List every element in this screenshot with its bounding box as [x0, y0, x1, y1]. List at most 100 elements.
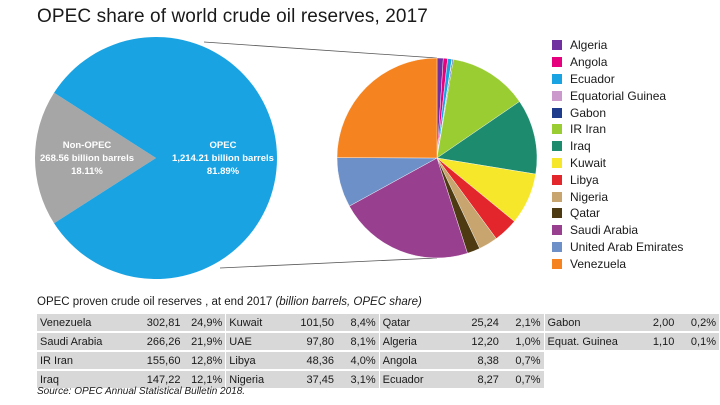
legend-swatch — [552, 57, 562, 68]
table-cell-country: Iraq — [37, 370, 131, 390]
table-cell-share: 24,9% — [183, 314, 227, 333]
legend-item-angola: Angola — [552, 54, 683, 71]
connector-top — [203, 41, 438, 59]
table-cell-country: Ecuador — [379, 370, 449, 390]
table-cell-country: Angola — [379, 351, 449, 371]
table-cell-country — [544, 351, 625, 371]
table-cell-share: 1,0% — [501, 332, 545, 352]
table-cell-reserves: 12,20 — [448, 332, 502, 352]
legend-label: Saudi Arabia — [570, 223, 639, 238]
pie-charts: Non-OPEC 268.56 billion barrels 18.11% OPEC… — [35, 36, 538, 280]
table-cell-share: 3,1% — [337, 370, 380, 390]
table-cell-reserves — [624, 351, 678, 371]
legend-swatch — [552, 90, 562, 101]
slice-opec — [54, 36, 278, 280]
table-cell-share: 21,9% — [183, 332, 227, 352]
legend-swatch — [552, 191, 562, 202]
table-cell-reserves: 1,10 — [624, 332, 678, 352]
legend-item-algeria: Algeria — [552, 37, 683, 54]
legend-item-equatorial-guinea: Equatorial Guinea — [552, 87, 683, 104]
table-cell-reserves: 2,00 — [624, 314, 678, 333]
legend-item-united-arab-emirates: United Arab Emirates — [552, 239, 683, 256]
table-cell-country: Libya — [225, 351, 284, 371]
table-cell-reserves: 155,60 — [130, 351, 184, 371]
opec-value: 1,214.21 billion barrels — [172, 153, 274, 164]
legend-swatch — [552, 40, 562, 51]
connector-bottom — [219, 257, 438, 269]
slice-non-opec — [35, 92, 156, 224]
table-cell-country: IR Iran — [37, 351, 131, 371]
legend-swatch — [552, 107, 562, 118]
legend-label: Ecuador — [570, 71, 615, 86]
table-cell-share: 0,7% — [501, 370, 545, 390]
table-cell-reserves: 97,80 — [283, 332, 338, 352]
table-cell-reserves: 101,50 — [283, 314, 338, 333]
slice-iraq — [436, 101, 538, 175]
table-cell-share: 2,1% — [501, 314, 545, 333]
legend-swatch — [552, 241, 562, 252]
table-caption-main: OPEC proven crude oil reserves , at end … — [37, 296, 273, 308]
table-cell-reserves: 147,22 — [130, 370, 184, 390]
legend-item-nigeria: Nigeria — [552, 188, 683, 205]
legend-swatch — [552, 157, 562, 168]
legend-item-ir-iran: IR Iran — [552, 121, 683, 138]
reserves-table: Venezuela 302,81 24,9% Kuwait 101,50 8,4% Qata… — [37, 314, 720, 390]
table-cell-country: Algeria — [379, 332, 449, 352]
table-cell-reserves: 37,45 — [283, 370, 338, 390]
table-cell-country: Kuwait — [225, 314, 284, 333]
non-opec-label: Non-OPEC — [63, 140, 112, 151]
opec-share-pie: Non-OPEC 268.56 billion barrels 18.11% OPEC… — [35, 36, 278, 280]
legend-swatch — [552, 141, 562, 152]
legend: Algeria Angola Ecuador Equatorial Guinea Gab… — [552, 37, 683, 272]
legend-label: Kuwait — [570, 155, 607, 170]
legend-label: United Arab Emirates — [570, 239, 684, 254]
legend-swatch — [552, 124, 562, 135]
table-cell-country: Equat. Guinea — [544, 332, 625, 352]
legend-item-ecuador: Ecuador — [552, 71, 683, 88]
table-cell-country: Venezuela — [37, 314, 131, 333]
legend-label: Gabon — [570, 105, 607, 120]
legend-swatch — [552, 174, 562, 185]
non-opec-value: 268.56 billion barrels — [40, 153, 134, 164]
table-row: Iraq 147,22 12,1% Nigeria 37,45 3,1% Ecuador 8,… — [37, 370, 720, 390]
legend-label: Equatorial Guinea — [570, 88, 667, 103]
table-cell-country: Gabon — [544, 314, 625, 333]
legend-label: Nigeria — [570, 189, 609, 204]
table-cell-country — [544, 370, 625, 390]
legend-swatch — [552, 73, 562, 84]
legend-item-gabon: Gabon — [552, 104, 683, 121]
non-opec-share: 18.11% — [71, 166, 103, 177]
table-cell-share: 0,2% — [677, 314, 720, 333]
legend-swatch — [552, 258, 562, 269]
legend-label: Libya — [570, 172, 599, 187]
legend-item-qatar: Qatar — [552, 205, 683, 222]
table-cell-share — [677, 370, 720, 390]
table-caption: OPEC proven crude oil reserves , at end … — [37, 296, 422, 308]
table-row: Saudi Arabia 266,26 21,9% UAE 97,80 8,1% Alger… — [37, 332, 720, 352]
table-cell-share: 8,4% — [337, 314, 380, 333]
table-cell-country: Qatar — [379, 314, 449, 333]
table-cell-reserves: 8,38 — [448, 351, 502, 371]
opec-share: 81.89% — [207, 166, 240, 177]
legend-swatch — [552, 208, 562, 219]
source-note: Source: OPEC Annual Statistical Bulletin… — [37, 386, 246, 397]
table-row: IR Iran 155,60 12,8% Libya 48,36 4,0% Angola 8,… — [37, 351, 720, 371]
legend-label: Iraq — [570, 139, 591, 154]
legend-item-libya: Libya — [552, 171, 683, 188]
slice-saudi-arabia — [349, 157, 468, 259]
legend-swatch — [552, 225, 562, 236]
legend-item-kuwait: Kuwait — [552, 155, 683, 172]
table-cell-share: 12,8% — [183, 351, 227, 371]
table-cell-share: 12,1% — [183, 370, 227, 390]
legend-label: Algeria — [570, 38, 608, 53]
legend-label: IR Iran — [570, 122, 607, 137]
opec-label: OPEC — [210, 140, 237, 151]
legend-item-iraq: Iraq — [552, 138, 683, 155]
table-cell-reserves — [624, 370, 678, 390]
table-cell-reserves: 8,27 — [448, 370, 502, 390]
table-cell-reserves: 266,26 — [130, 332, 184, 352]
table-caption-units: (billion barrels, OPEC share) — [275, 296, 422, 308]
table-cell-reserves: 25,24 — [448, 314, 502, 333]
legend-label: Venezuela — [570, 256, 627, 271]
table-cell-share: 8,1% — [337, 332, 380, 352]
